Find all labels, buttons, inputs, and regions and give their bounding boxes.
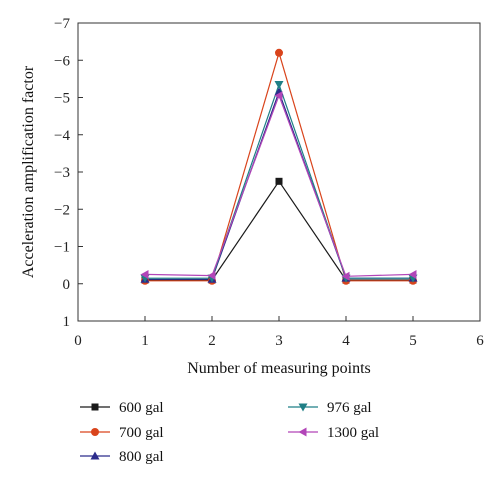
x-tick-label: 1 [141, 333, 149, 349]
marker-triangle-down [298, 403, 308, 412]
marker-circle [91, 428, 99, 436]
marker-triangle-left [274, 91, 283, 101]
y-tick-label: −5 [54, 91, 70, 107]
x-axis-title: Number of measuring points [187, 360, 371, 377]
marker-triangle-left [408, 269, 417, 279]
marker-square [91, 403, 99, 411]
legend: 600 gal 700 gal 800 gal 976 gal 1300 gal [80, 400, 379, 465]
x-tick-label: 3 [275, 333, 283, 349]
x-tick-label: 2 [208, 333, 216, 349]
y-tick-label: −4 [54, 128, 70, 144]
x-tick-label: 0 [74, 333, 82, 349]
x-tick-label: 5 [409, 333, 417, 349]
series-line-4 [144, 93, 414, 277]
y-tick-label: −2 [54, 202, 70, 218]
y-tick-label: −1 [54, 240, 70, 256]
marker-triangle-left [140, 269, 149, 279]
axis-ticks: 0 1 2 3 4 5 610−1−2−3−4−5−6−7 [54, 16, 484, 349]
marker-square [275, 177, 283, 185]
series-line-2 [145, 90, 413, 280]
legend-label: 800 gal [119, 449, 164, 465]
marker-circle [275, 48, 283, 57]
y-tick-label: 1 [63, 314, 71, 330]
y-tick-label: 0 [63, 277, 71, 293]
y-tick-label: −6 [54, 53, 70, 69]
series-line-0 [145, 180, 413, 281]
y-tick-label: −3 [54, 165, 70, 181]
x-tick-label: 4 [342, 333, 350, 349]
plot-frame [77, 22, 481, 322]
marker-triangle-up [90, 451, 100, 460]
legend-label: 1300 gal [327, 425, 379, 441]
marker-triangle-left [207, 271, 216, 281]
series-markers [140, 48, 418, 285]
marker-triangle-left [341, 271, 350, 281]
legend-label: 600 gal [119, 400, 164, 416]
y-tick-label: −7 [54, 16, 70, 32]
y-axis-title: Acceleration amplification factor [20, 65, 37, 278]
marker-triangle-down [274, 80, 284, 89]
legend-label: 700 gal [119, 425, 164, 441]
marker-triangle-left [298, 427, 307, 437]
legend-label: 976 gal [327, 400, 372, 416]
x-tick-label: 6 [476, 333, 484, 349]
